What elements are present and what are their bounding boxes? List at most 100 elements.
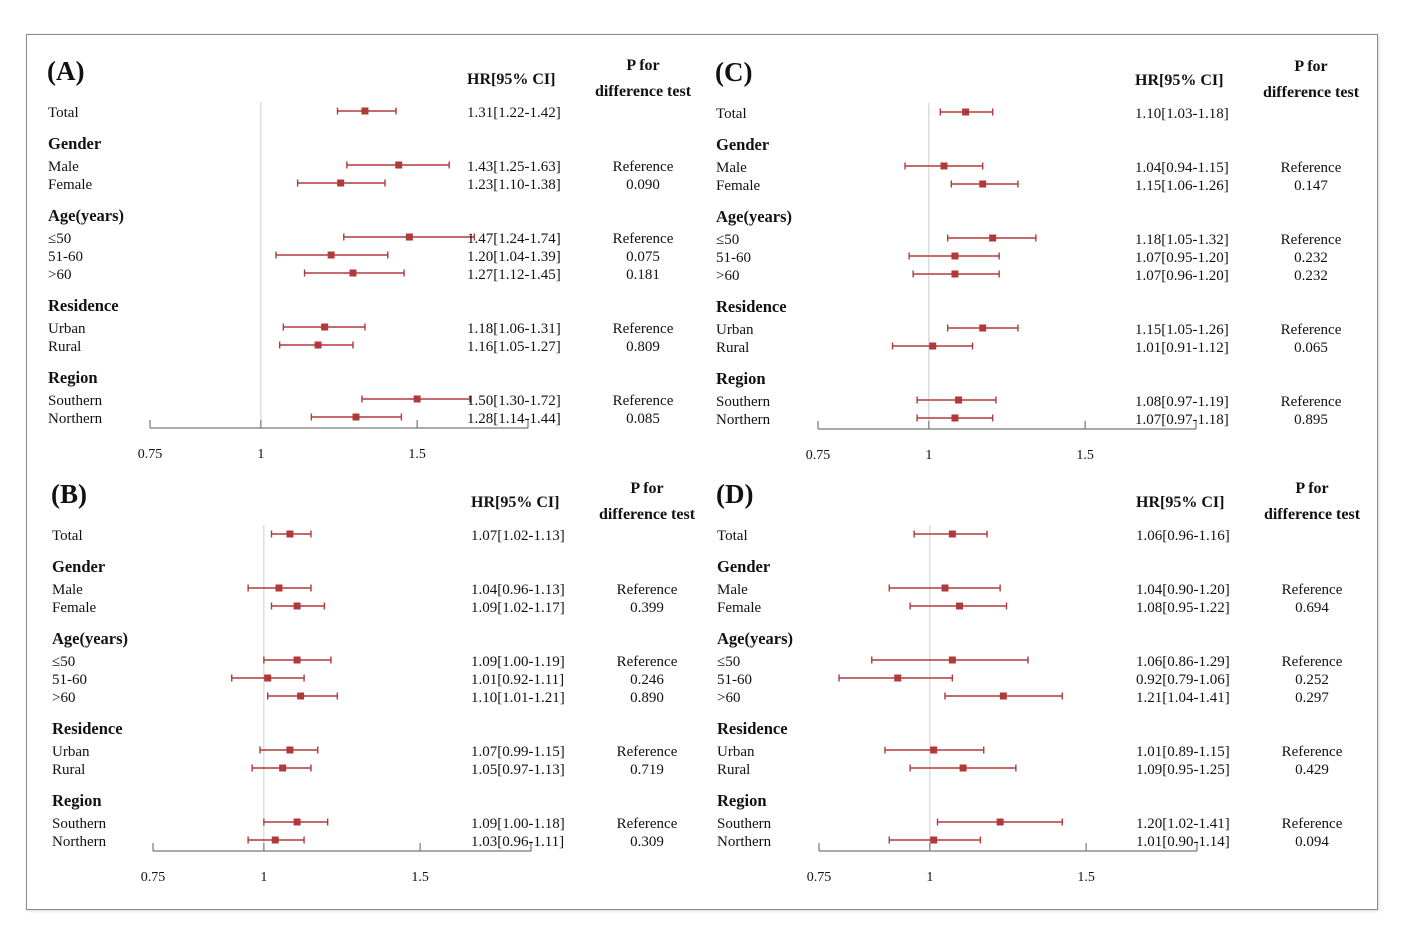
panel-a-p-value: 0.090 xyxy=(626,177,660,193)
panel-a-hr-ci-value: 1.20[1.04-1.39] xyxy=(467,249,561,265)
panel-a-row-label: Urban xyxy=(48,321,86,337)
panel-c-p-value: Reference xyxy=(1281,232,1342,248)
panel-b-label: (B) xyxy=(51,479,87,509)
panel-c-row-label: Southern xyxy=(716,394,771,410)
panel-a-group-label: Residence xyxy=(48,296,119,315)
panel-a-p-value: Reference xyxy=(613,393,674,409)
panel-c-hr-ci-value: 1.15[1.06-1.26] xyxy=(1135,178,1229,194)
panel-b-p-value: 0.309 xyxy=(630,834,664,850)
panel-d-row-label: 51-60 xyxy=(717,672,752,688)
panel-b-row-label: 51-60 xyxy=(52,672,87,688)
panel-c-row-label: Total xyxy=(716,106,747,122)
panel-d-row-label: Rural xyxy=(717,762,750,778)
panel-d-hr-ci-value: 1.20[1.02-1.41] xyxy=(1136,816,1230,832)
panel-b-row-label: >60 xyxy=(52,690,75,706)
panel-d-row-label: Southern xyxy=(717,816,772,832)
panel-c-group-label: Region xyxy=(716,369,766,388)
panel-b-hr-ci-value: 1.05[0.97-1.13] xyxy=(471,762,565,778)
panel-d-x-tick-label: 1.5 xyxy=(1077,870,1095,885)
panel-c-hr-ci-value: 1.15[1.05-1.26] xyxy=(1135,322,1229,338)
panel-c-hr-header: HR[95% CI] xyxy=(1135,72,1223,89)
panel-b-hr-point xyxy=(293,602,301,610)
panel-c-hr-point xyxy=(951,414,959,422)
panel-c-row-label: Rural xyxy=(716,340,749,356)
panel-a-group-label: Gender xyxy=(48,134,101,153)
panel-b-hr-ci-value: 1.03[0.96-1.11] xyxy=(471,834,564,850)
panel-d-p-header-line2: difference test xyxy=(1264,506,1361,523)
panel-b-group-label: Region xyxy=(52,791,102,810)
panel-a-hr-ci-value: 1.28[1.14-1.44] xyxy=(467,411,561,427)
panel-c-x-tick-label: 1 xyxy=(925,448,932,463)
panel-c-hr-point xyxy=(955,396,963,404)
panel-b-hr-point xyxy=(286,746,294,754)
panel-b-hr-point xyxy=(293,818,301,826)
panel-c-p-value: 0.147 xyxy=(1294,178,1328,194)
panel-d-hr-ci-value: 1.21[1.04-1.41] xyxy=(1136,690,1230,706)
panel-b-hr-point xyxy=(264,674,272,682)
panel-b-row-label: Urban xyxy=(52,744,90,760)
panel-d-hr-ci-value: 1.06[0.96-1.16] xyxy=(1136,528,1230,544)
panel-d-hr-ci-value: 1.04[0.90-1.20] xyxy=(1136,582,1230,598)
panel-b-row-label: ≤50 xyxy=(52,654,75,670)
panel-a-row-label: Southern xyxy=(48,393,103,409)
panel-d-hr-ci-value: 0.92[0.79-1.06] xyxy=(1136,672,1230,688)
panel-a-hr-point xyxy=(352,413,360,421)
panel-c-row-label: Urban xyxy=(716,322,754,338)
panel-c-row-label: Male xyxy=(716,160,747,176)
panel-a-hr-point xyxy=(337,179,345,187)
panel-a-p-value: 0.085 xyxy=(626,411,660,427)
panel-c-row-label: Female xyxy=(716,178,760,194)
figure-frame xyxy=(26,34,1378,910)
panel-a-row-label: Total xyxy=(48,105,79,121)
panel-b-hr-ci-value: 1.09[1.02-1.17] xyxy=(471,600,565,616)
panel-a-label: (A) xyxy=(47,56,84,86)
panel-d-hr-point xyxy=(948,656,956,664)
panel-d-row-label: >60 xyxy=(717,690,740,706)
panel-a-row-label: ≤50 xyxy=(48,231,71,247)
panel-c-hr-point xyxy=(929,342,937,350)
panel-d-row-label: Urban xyxy=(717,744,755,760)
panel-a-hr-point xyxy=(361,107,369,115)
panel-b-x-tick-label: 1 xyxy=(260,870,267,885)
panel-d-p-value: 0.297 xyxy=(1295,690,1329,706)
panel-d-hr-ci-value: 1.01[0.89-1.15] xyxy=(1136,744,1230,760)
panel-b-row-label: Rural xyxy=(52,762,85,778)
panel-a-p-value: 0.809 xyxy=(626,339,660,355)
panel-d-hr-point xyxy=(996,818,1004,826)
panel-c-group-label: Gender xyxy=(716,135,769,154)
panel-c-p-value: 0.895 xyxy=(1294,412,1328,428)
panel-c-hr-point xyxy=(951,270,959,278)
panel-c-hr-ci-value: 1.07[0.95-1.20] xyxy=(1135,250,1229,266)
panel-c-hr-ci-value: 1.08[0.97-1.19] xyxy=(1135,394,1229,410)
panel-d-group-label: Residence xyxy=(717,719,788,738)
panel-a-row-label: >60 xyxy=(48,267,71,283)
panel-a-row-label: Northern xyxy=(48,411,103,427)
panel-d-hr-point xyxy=(999,692,1007,700)
panel-d-p-header-line1: P for xyxy=(1295,480,1328,497)
panel-d-row-label: Total xyxy=(717,528,748,544)
panel-a-group-label: Region xyxy=(48,368,98,387)
panel-d-p-value: Reference xyxy=(1282,816,1343,832)
panel-a-hr-ci-value: 1.23[1.10-1.38] xyxy=(467,177,561,193)
panel-a-hr-header: HR[95% CI] xyxy=(467,71,555,88)
panel-d-x-tick-label: 1 xyxy=(926,870,933,885)
panel-d-hr-ci-value: 1.06[0.86-1.29] xyxy=(1136,654,1230,670)
panel-c-hr-point xyxy=(951,252,959,260)
panel-b-p-value: 0.246 xyxy=(630,672,664,688)
panel-d-p-value: Reference xyxy=(1282,744,1343,760)
panel-d-group-label: Region xyxy=(717,791,767,810)
panel-d-label: (D) xyxy=(716,479,753,509)
panel-d-p-value: 0.094 xyxy=(1295,834,1329,850)
panel-a-p-header-line2: difference test xyxy=(595,83,692,100)
panel-d-hr-point xyxy=(894,674,902,682)
panel-d-p-value: Reference xyxy=(1282,654,1343,670)
panel-c-p-value: Reference xyxy=(1281,394,1342,410)
panel-d-x-tick-label: 0.75 xyxy=(807,870,832,885)
panel-d-hr-point xyxy=(959,764,967,772)
panel-c-hr-point xyxy=(989,234,997,242)
panel-d-hr-point xyxy=(941,584,949,592)
panel-d-group-label: Age(years) xyxy=(717,629,793,648)
panel-a-hr-point xyxy=(321,323,329,331)
panel-d-p-value: 0.429 xyxy=(1295,762,1329,778)
panel-b-p-header-line1: P for xyxy=(630,480,663,497)
